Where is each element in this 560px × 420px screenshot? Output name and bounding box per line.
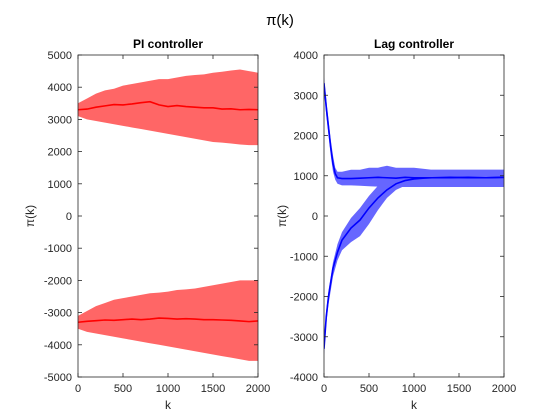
y-tick-label: 1000 (294, 171, 318, 183)
x-axis-label: k (165, 398, 172, 412)
y-tick-label: -3000 (44, 308, 72, 320)
y-tick-label: -4000 (44, 340, 72, 352)
y-tick-label: -2000 (44, 275, 72, 287)
y-tick-label: -3000 (290, 332, 318, 344)
axes-title: PI controller (133, 37, 203, 51)
x-tick-label: 500 (360, 383, 378, 395)
confidence-band-1 (324, 169, 504, 355)
y-tick-label: 2000 (48, 147, 72, 159)
y-tick-label: 3000 (48, 114, 72, 126)
x-tick-label: 0 (75, 383, 81, 395)
y-axis-label: π(k) (275, 205, 289, 227)
figure-suptitle: π(k) (266, 12, 294, 29)
pi-controller-axes: 0 500 1000 1500 2000 -5000 -4000 -3000 -2000 -100… (23, 37, 270, 412)
x-tick-label: 2000 (492, 383, 516, 395)
mean-line-1 (324, 176, 504, 349)
y-tick-label: 4000 (294, 50, 318, 62)
x-tick-label: 0 (321, 383, 327, 395)
y-tick-label: -1000 (44, 243, 72, 255)
y-tick-label: -2000 (290, 292, 318, 304)
y-tick-label: 0 (66, 211, 72, 223)
axes-title: Lag controller (374, 37, 454, 51)
mean-line-1 (78, 317, 258, 324)
y-tick-label: 5000 (48, 50, 72, 62)
y-tick-label: 2000 (294, 131, 318, 143)
y-tick-label: -4000 (290, 372, 318, 384)
y-tick-label: 3000 (294, 90, 318, 102)
y-tick-label: 1000 (48, 179, 72, 191)
x-tick-label: 1500 (447, 383, 471, 395)
y-tick-label: -1000 (290, 251, 318, 263)
y-axis-label: π(k) (23, 205, 37, 227)
x-axis-label: k (411, 398, 418, 412)
x-tick-label: 500 (114, 383, 132, 395)
lag-controller-axes: 0 500 1000 1500 2000 -4000 -3000 -2000 -1000 0 100… (275, 37, 516, 412)
mean-line-0 (78, 100, 258, 111)
y-tick-label: 0 (312, 211, 318, 223)
y-tick-label: -5000 (44, 372, 72, 384)
x-tick-label: 1500 (201, 383, 225, 395)
y-tick-label: 4000 (48, 82, 72, 94)
confidence-band-0 (78, 69, 258, 146)
plot-area (324, 55, 504, 377)
x-tick-label: 1000 (402, 383, 426, 395)
x-tick-label: 2000 (246, 383, 270, 395)
x-tick-label: 1000 (156, 383, 180, 395)
confidence-band-1 (78, 280, 258, 361)
